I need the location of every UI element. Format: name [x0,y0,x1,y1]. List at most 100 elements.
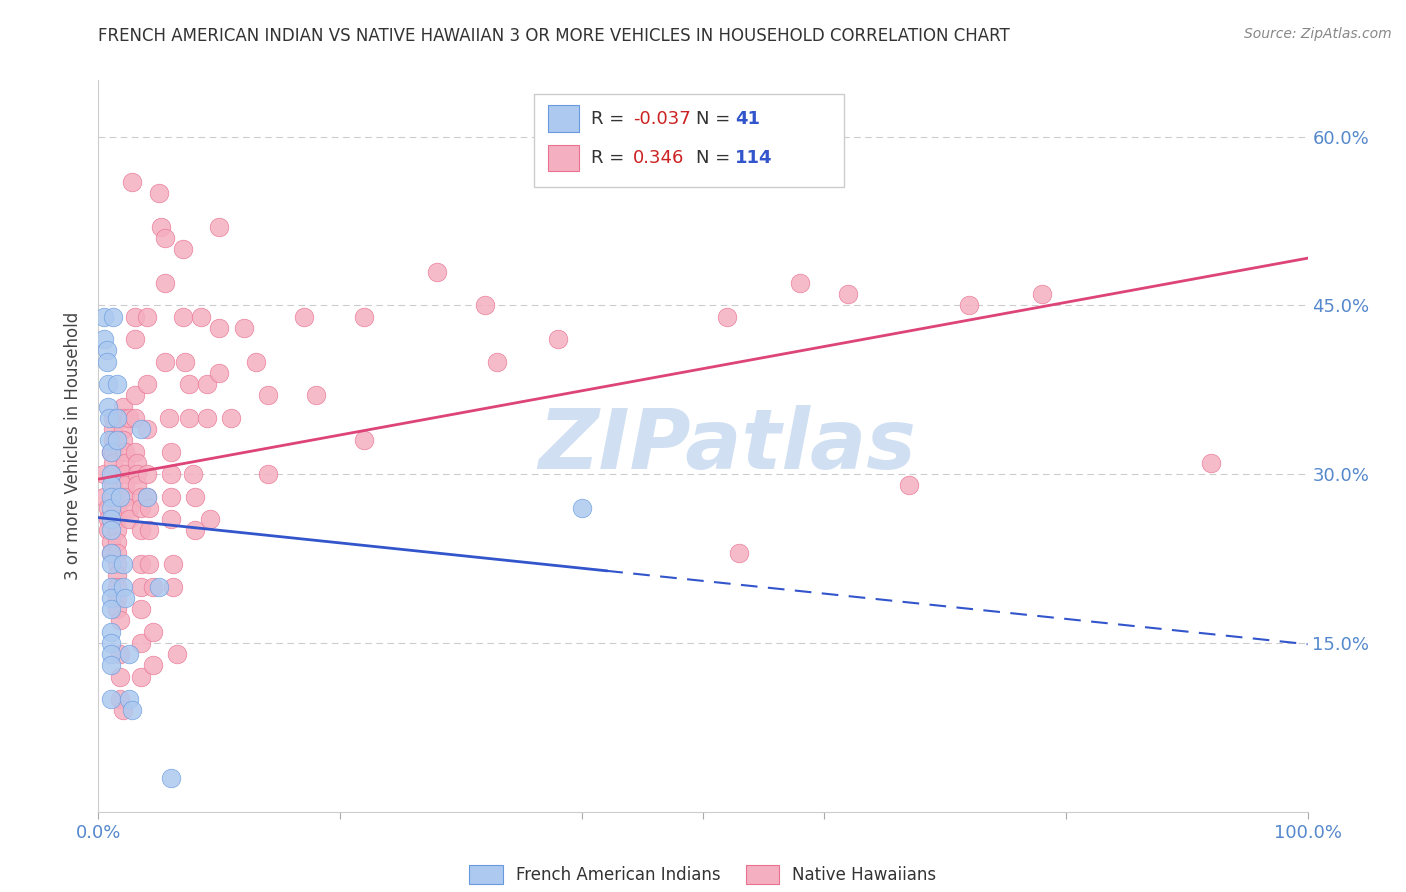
Point [292,310,315,324]
Point [93,332,115,346]
Point [108,670,131,684]
Point [129,670,152,684]
Point [96,343,118,358]
Point [162,580,184,594]
Point [100,467,122,482]
Point [124,410,146,425]
Point [129,500,152,515]
Point [118,500,141,515]
Point [97,377,120,392]
Point [129,580,152,594]
Point [101,478,124,492]
Point [121,703,143,717]
Point [100,524,122,538]
Point [101,434,124,448]
Point [100,692,122,706]
Text: FRENCH AMERICAN INDIAN VS NATIVE HAWAIIAN 3 OR MORE VEHICLES IN HOUSEHOLD CORREL: FRENCH AMERICAN INDIAN VS NATIVE HAWAIIA… [98,27,1010,45]
Point [111,580,134,594]
Point [100,490,122,504]
Point [111,557,134,571]
Point [179,410,201,425]
Text: -0.037: -0.037 [633,110,690,128]
Point [160,467,183,482]
Point [547,332,569,346]
Point [124,388,146,402]
Point [114,444,136,458]
Point [114,478,136,492]
Point [153,354,176,368]
Point [135,467,157,482]
Point [118,512,141,526]
Point [100,500,122,515]
Point [716,310,738,324]
Point [198,512,221,526]
Point [153,231,176,245]
Point [127,456,149,470]
Point [162,557,184,571]
Point [897,478,920,492]
Point [135,422,157,436]
Point [100,624,122,639]
Point [101,456,124,470]
Point [108,647,131,661]
Point [100,647,122,661]
Point [127,478,149,492]
Point [1031,287,1053,301]
Point [100,546,122,560]
Point [93,490,115,504]
Point [135,490,157,504]
Point [179,377,201,392]
Point [181,467,204,482]
Point [138,557,160,571]
Point [100,444,122,458]
Point [245,354,267,368]
Point [124,444,146,458]
Point [96,354,118,368]
Point [728,546,751,560]
Point [208,366,231,380]
Point [121,175,143,189]
Point [256,467,278,482]
Point [111,410,134,425]
Point [114,490,136,504]
Text: R =: R = [591,149,636,167]
Point [105,568,128,582]
Point [101,467,124,482]
Point [108,692,131,706]
Point [208,219,231,234]
Point [100,444,122,458]
Point [135,310,157,324]
Point [129,557,152,571]
Point [105,524,128,538]
Point [124,310,146,324]
Point [97,512,120,526]
Text: 114: 114 [735,149,773,167]
Point [474,298,496,312]
Point [124,332,146,346]
Point [195,377,218,392]
Point [486,354,509,368]
Point [148,186,170,200]
Point [97,400,120,414]
Point [100,636,122,650]
Point [1199,456,1222,470]
Point [160,490,183,504]
Point [98,434,121,448]
Point [256,388,278,402]
Point [105,534,128,549]
Point [105,377,128,392]
Point [105,591,128,605]
Point [98,410,121,425]
Point [108,490,131,504]
Point [108,614,131,628]
Point [114,467,136,482]
Point [184,524,207,538]
Point [100,546,122,560]
Text: 0.346: 0.346 [633,149,685,167]
Point [101,310,124,324]
Text: ZIPatlas: ZIPatlas [538,406,917,486]
Point [353,310,375,324]
Point [353,434,375,448]
Point [142,580,165,594]
Point [160,444,183,458]
